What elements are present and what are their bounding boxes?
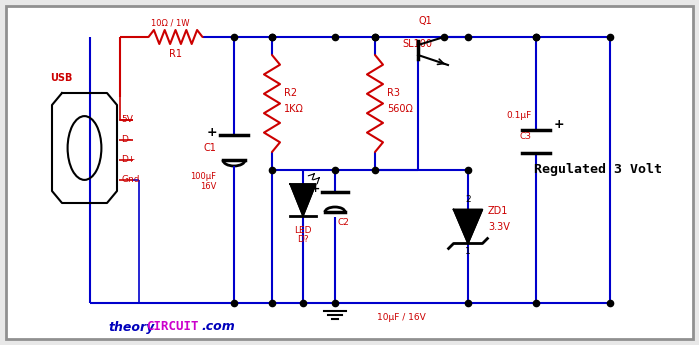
Text: D+: D+	[121, 156, 136, 165]
Text: D-: D-	[121, 136, 131, 145]
Text: SL100: SL100	[402, 39, 432, 49]
Text: +: +	[206, 127, 217, 139]
Polygon shape	[290, 184, 316, 216]
Text: USB: USB	[50, 73, 73, 83]
Text: LED: LED	[294, 226, 312, 235]
FancyBboxPatch shape	[6, 6, 693, 339]
Text: Gnd: Gnd	[121, 176, 140, 185]
Text: 2: 2	[466, 196, 471, 205]
Text: .com: .com	[201, 321, 235, 334]
Text: CIRCUIT: CIRCUIT	[146, 321, 199, 334]
Text: 5V: 5V	[121, 116, 133, 125]
Text: 0.1μF: 0.1μF	[507, 111, 532, 120]
Text: 3.3V: 3.3V	[488, 223, 510, 233]
Text: R2: R2	[284, 88, 297, 98]
Text: D?: D?	[297, 235, 309, 244]
Text: R1: R1	[169, 49, 182, 59]
Text: 10Ω / 1W: 10Ω / 1W	[151, 18, 189, 27]
Text: C3: C3	[520, 132, 532, 141]
Text: ZD1: ZD1	[488, 207, 508, 217]
Text: 10μF / 16V: 10μF / 16V	[377, 313, 426, 322]
Text: theory: theory	[108, 321, 154, 334]
Polygon shape	[454, 209, 482, 244]
Text: +: +	[554, 118, 565, 131]
Text: 1KΩ: 1KΩ	[284, 104, 304, 114]
Text: R3: R3	[387, 88, 400, 98]
Text: 1: 1	[465, 247, 471, 256]
Text: 560Ω: 560Ω	[387, 104, 413, 114]
Text: C2: C2	[337, 218, 349, 227]
Text: +: +	[311, 184, 320, 194]
Text: C1: C1	[203, 143, 216, 153]
Text: Q1: Q1	[418, 16, 432, 26]
Text: Regulated 3 Volt: Regulated 3 Volt	[534, 164, 662, 177]
Text: 100μF
16V: 100μF 16V	[190, 172, 216, 191]
